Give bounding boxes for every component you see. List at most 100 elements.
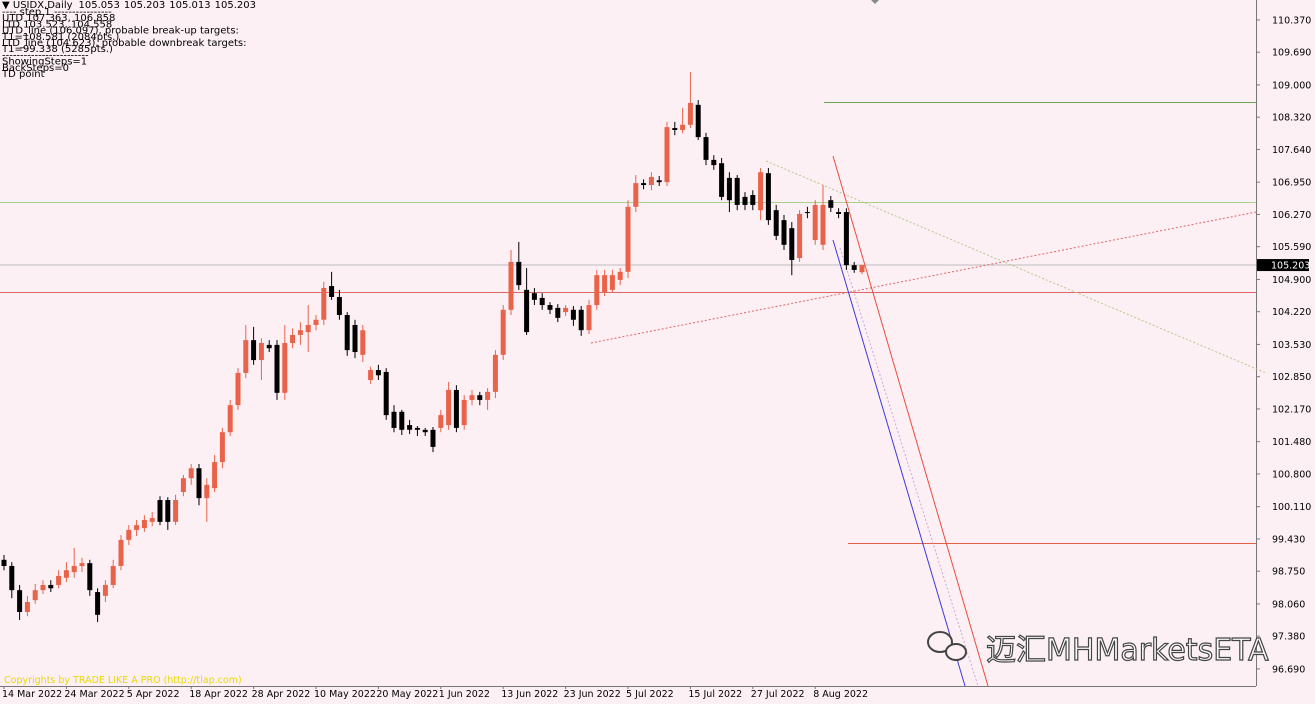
candle-body bbox=[687, 102, 693, 125]
candle-body bbox=[329, 286, 335, 297]
candle-body bbox=[438, 415, 444, 428]
y-tick-label: 101.480 bbox=[1272, 437, 1311, 448]
candle-body bbox=[492, 354, 498, 392]
y-tick-label: 96.690 bbox=[1272, 664, 1305, 675]
candle-body bbox=[446, 389, 452, 426]
candle-body bbox=[313, 319, 319, 325]
indicator-line: ---- step 1 ---------------- bbox=[2, 7, 112, 18]
candle-body bbox=[641, 183, 647, 186]
trendline bbox=[832, 239, 966, 687]
trendline bbox=[590, 211, 1257, 344]
ohlc-low: 105.013 bbox=[169, 0, 210, 11]
candle-body bbox=[453, 389, 459, 428]
trendline bbox=[832, 155, 989, 687]
indicator-line: BackSteps=0 bbox=[2, 63, 69, 74]
candle-body bbox=[63, 570, 69, 578]
y-tick-label: 104.220 bbox=[1272, 307, 1311, 318]
candle-body bbox=[570, 309, 576, 320]
candle-body bbox=[258, 343, 264, 361]
candle-body bbox=[212, 462, 218, 489]
candle-body bbox=[227, 405, 233, 433]
indicator-line: T1=108.581 (2084pts.) bbox=[1, 32, 119, 43]
candle-body bbox=[469, 395, 475, 400]
candle-body bbox=[586, 305, 592, 331]
trendline bbox=[765, 160, 1267, 374]
candle-body bbox=[695, 104, 701, 138]
candle-body bbox=[48, 584, 54, 589]
candle-body bbox=[391, 411, 397, 428]
candle-body bbox=[750, 194, 756, 205]
candle-body bbox=[368, 370, 374, 381]
candle-body bbox=[804, 212, 810, 214]
candle-body bbox=[430, 429, 436, 447]
candle-body bbox=[625, 206, 631, 272]
candle-body bbox=[680, 124, 686, 130]
x-tick-label: 23 Jun 2022 bbox=[564, 689, 621, 700]
candle-body bbox=[609, 275, 615, 290]
y-tick-label: 104.900 bbox=[1272, 275, 1311, 286]
candle-body bbox=[617, 271, 623, 280]
candle-body bbox=[734, 177, 740, 205]
y-tick-label: 109.690 bbox=[1272, 48, 1311, 59]
symbol: USIDX,Daily bbox=[13, 0, 73, 11]
candle-body bbox=[781, 220, 787, 245]
price-label-box bbox=[1257, 259, 1309, 272]
x-tick-label: 27 Jul 2022 bbox=[751, 689, 805, 700]
y-tick-label: 108.320 bbox=[1272, 113, 1311, 124]
candle-body bbox=[563, 307, 569, 313]
candle-body bbox=[102, 584, 108, 596]
x-tick-label: 5 Apr 2022 bbox=[127, 689, 180, 700]
candle-body bbox=[173, 500, 179, 522]
candle-body bbox=[32, 590, 38, 601]
candle-body bbox=[352, 324, 358, 353]
candle-body bbox=[24, 602, 30, 612]
price-label: 105.203 bbox=[1271, 261, 1310, 272]
candle-body bbox=[711, 159, 717, 166]
candle-body bbox=[282, 343, 288, 393]
y-tick-label: 102.170 bbox=[1272, 404, 1311, 415]
candle-body bbox=[422, 429, 428, 433]
candle-body bbox=[547, 305, 553, 310]
x-tick-label: 5 Jul 2022 bbox=[626, 689, 674, 700]
candle-body bbox=[188, 468, 194, 479]
candle-body bbox=[664, 127, 670, 183]
candle-body bbox=[17, 590, 23, 612]
y-tick-label: 98.060 bbox=[1272, 599, 1305, 610]
candle-body bbox=[789, 228, 795, 260]
candle-body bbox=[836, 212, 842, 214]
candle-body bbox=[742, 196, 748, 205]
y-tick-label: 100.800 bbox=[1272, 469, 1311, 480]
candle-body bbox=[290, 334, 296, 343]
candle-body bbox=[461, 399, 467, 426]
candle-body bbox=[149, 518, 155, 522]
candle-body bbox=[594, 275, 600, 306]
watermark-text: 迈汇MHMarketsETA bbox=[986, 633, 1269, 668]
shift-marker bbox=[871, 0, 879, 4]
header-arrow: ▼ bbox=[2, 0, 13, 11]
y-tick-label: 100.110 bbox=[1272, 502, 1311, 513]
candle-body bbox=[758, 172, 764, 211]
candle-body bbox=[765, 173, 771, 221]
y-tick-label: 103.530 bbox=[1272, 340, 1311, 351]
candle-body bbox=[344, 315, 350, 351]
candle-body bbox=[305, 324, 311, 333]
candle-body bbox=[633, 183, 639, 207]
candle-body bbox=[1, 559, 7, 566]
candle-body bbox=[578, 309, 584, 331]
axes: 110.370 109.690 109.000 108.320 107.640 106.9… bbox=[2, 15, 1311, 700]
candle-body bbox=[71, 565, 77, 573]
candle-body bbox=[414, 427, 420, 430]
candle-body bbox=[141, 519, 147, 529]
candle-body bbox=[9, 565, 15, 591]
chart-header: ▼ USIDX,Daily 105.053 105.203 105.013 105.20… bbox=[2, 0, 256, 11]
candle-body bbox=[602, 275, 608, 293]
indicator-info: ---- step 1 ----------------UTD 107.363,… bbox=[1, 7, 247, 80]
candles bbox=[1, 72, 865, 622]
trendline bbox=[839, 247, 979, 687]
candle-body bbox=[672, 128, 678, 130]
x-tick-label: 24 Mar 2022 bbox=[64, 689, 124, 700]
indicator-line: LTD 103.523, 104.558 bbox=[2, 19, 112, 30]
indicator-line: ------------------------ bbox=[2, 50, 89, 61]
candle-body bbox=[157, 500, 163, 522]
watermark: 迈汇MHMarketsETA bbox=[927, 631, 1270, 669]
